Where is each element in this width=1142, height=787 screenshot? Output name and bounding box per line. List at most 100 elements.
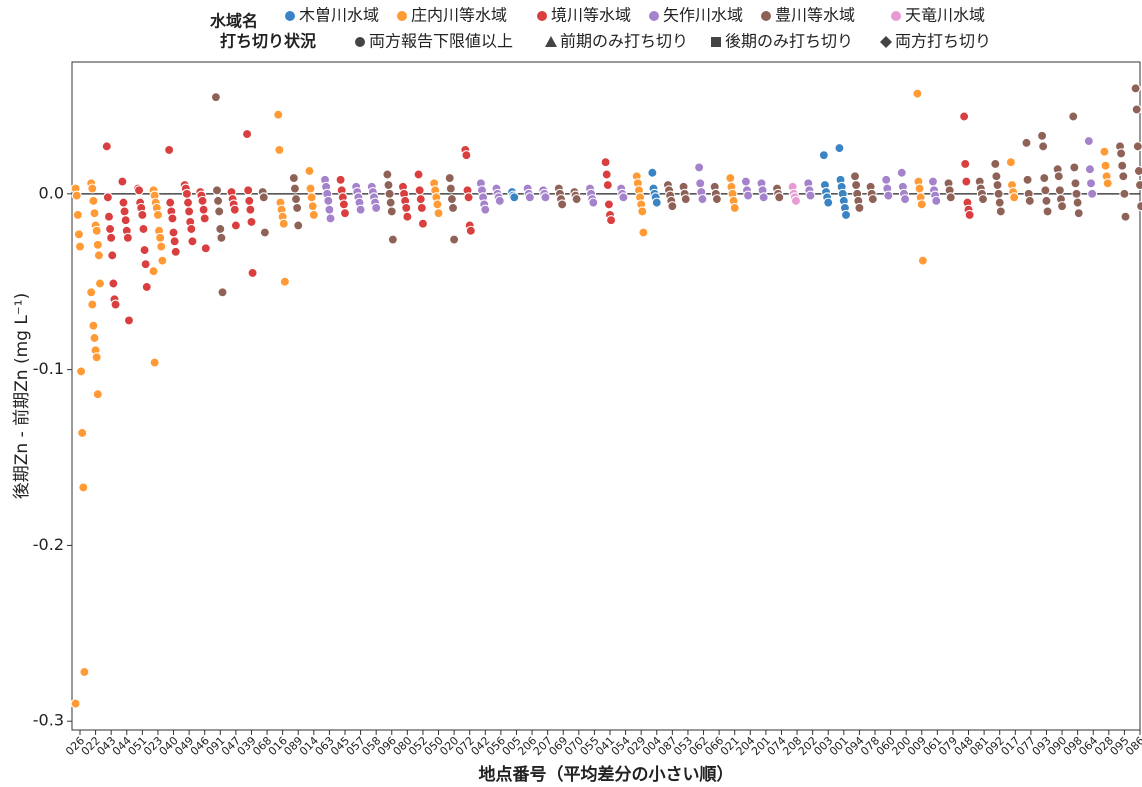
legend-style-marker [711,37,721,47]
legend-hue-marker [537,11,547,21]
data-point [290,184,299,193]
data-point [185,207,194,216]
y-tick-label: -0.3 [33,711,64,730]
data-point [915,184,924,193]
data-point [88,300,97,309]
data-point [274,110,283,119]
data-point [775,193,784,202]
data-point [1136,181,1142,190]
data-point [932,196,941,205]
data-point [156,233,165,242]
data-point [897,168,906,177]
data-point [372,203,381,212]
plot-area: 0.0 -0.1 -0.2 -0.3 026022043044051023040049… [33,62,1142,758]
legend-style-label: 後期のみ打ち切り [725,32,853,51]
data-point [1072,189,1081,198]
legend-hue-label: 境川等水域 [551,6,631,25]
data-point [88,184,97,193]
data-point [414,170,423,179]
legend-hue-label: 豊川等水域 [775,6,855,25]
data-point [681,195,690,204]
data-point [305,166,314,175]
data-point [119,198,128,207]
legend-hue-marker [397,11,407,21]
data-point [462,151,471,160]
data-point [230,205,239,214]
data-point [341,209,350,218]
legend-row-hue: 水域名 木曽川水域 庄内川等水域 境川等水域 矢作川水域 豊川等水域 天竜川水域 [210,6,985,31]
data-point [1042,196,1051,205]
data-point [71,699,80,708]
legend-style-label: 両方打ち切り [895,32,991,51]
x-axis-label: 地点番号（平均差分の小さい順） [479,764,734,785]
data-point [603,181,612,190]
data-point [141,260,150,269]
data-point [385,189,394,198]
data-point [1133,142,1142,151]
data-point [165,145,174,154]
data-point [120,207,129,216]
data-point [384,181,393,190]
data-point [182,189,191,198]
data-point [481,205,490,214]
data-point [260,228,269,237]
data-point [1071,179,1080,188]
data-point [928,177,937,186]
data-point [851,172,860,181]
data-point [1121,212,1130,221]
data-point [150,358,159,367]
data-point [73,210,82,219]
data-point [403,212,412,221]
data-point [217,233,226,242]
data-point [198,196,207,205]
data-point [652,198,661,207]
data-point [387,207,396,216]
data-point [806,191,815,200]
legend-hue-marker [285,11,295,21]
y-axis-label: 後期Zn - 前期Zn (mg L⁻¹) [12,293,32,499]
data-point [104,212,113,221]
data-point [123,233,132,242]
data-point [72,191,81,200]
data-point [1101,161,1110,170]
points [71,84,1142,708]
y-tick-label: -0.1 [33,359,64,378]
data-point [124,316,133,325]
data-point [294,221,303,230]
data-point [558,200,567,209]
data-point [94,251,103,260]
data-point [901,195,910,204]
data-point [211,93,220,102]
data-point [1069,112,1078,121]
data-point [248,268,257,277]
legend-hue-label: 矢作川水域 [663,6,743,25]
data-point [90,209,99,218]
data-point [741,177,750,186]
data-point [602,170,611,179]
data-point [108,251,117,260]
data-point [111,300,120,309]
legend: 水域名 木曽川水域 庄内川等水域 境川等水域 矢作川水域 豊川等水域 天竜川水域 打ち切り… [210,6,991,51]
data-point [168,214,177,223]
data-point [541,193,550,202]
data-point [1117,149,1126,158]
data-point [158,256,167,265]
data-point [607,216,616,225]
data-point [76,242,85,251]
data-point [418,219,427,228]
data-point [791,196,800,205]
data-point [994,189,1003,198]
data-point [402,203,411,212]
data-point [1088,189,1097,198]
data-point [388,235,397,244]
data-point [140,246,149,255]
data-point [138,210,147,219]
data-point [199,205,208,214]
data-point [1084,137,1093,146]
data-point [78,428,87,437]
legend-hue-title: 水域名 [210,12,258,31]
data-point [416,195,425,204]
data-point [918,256,927,265]
legend-hue-label: 庄内川等水域 [411,6,507,25]
data-point [102,142,111,151]
